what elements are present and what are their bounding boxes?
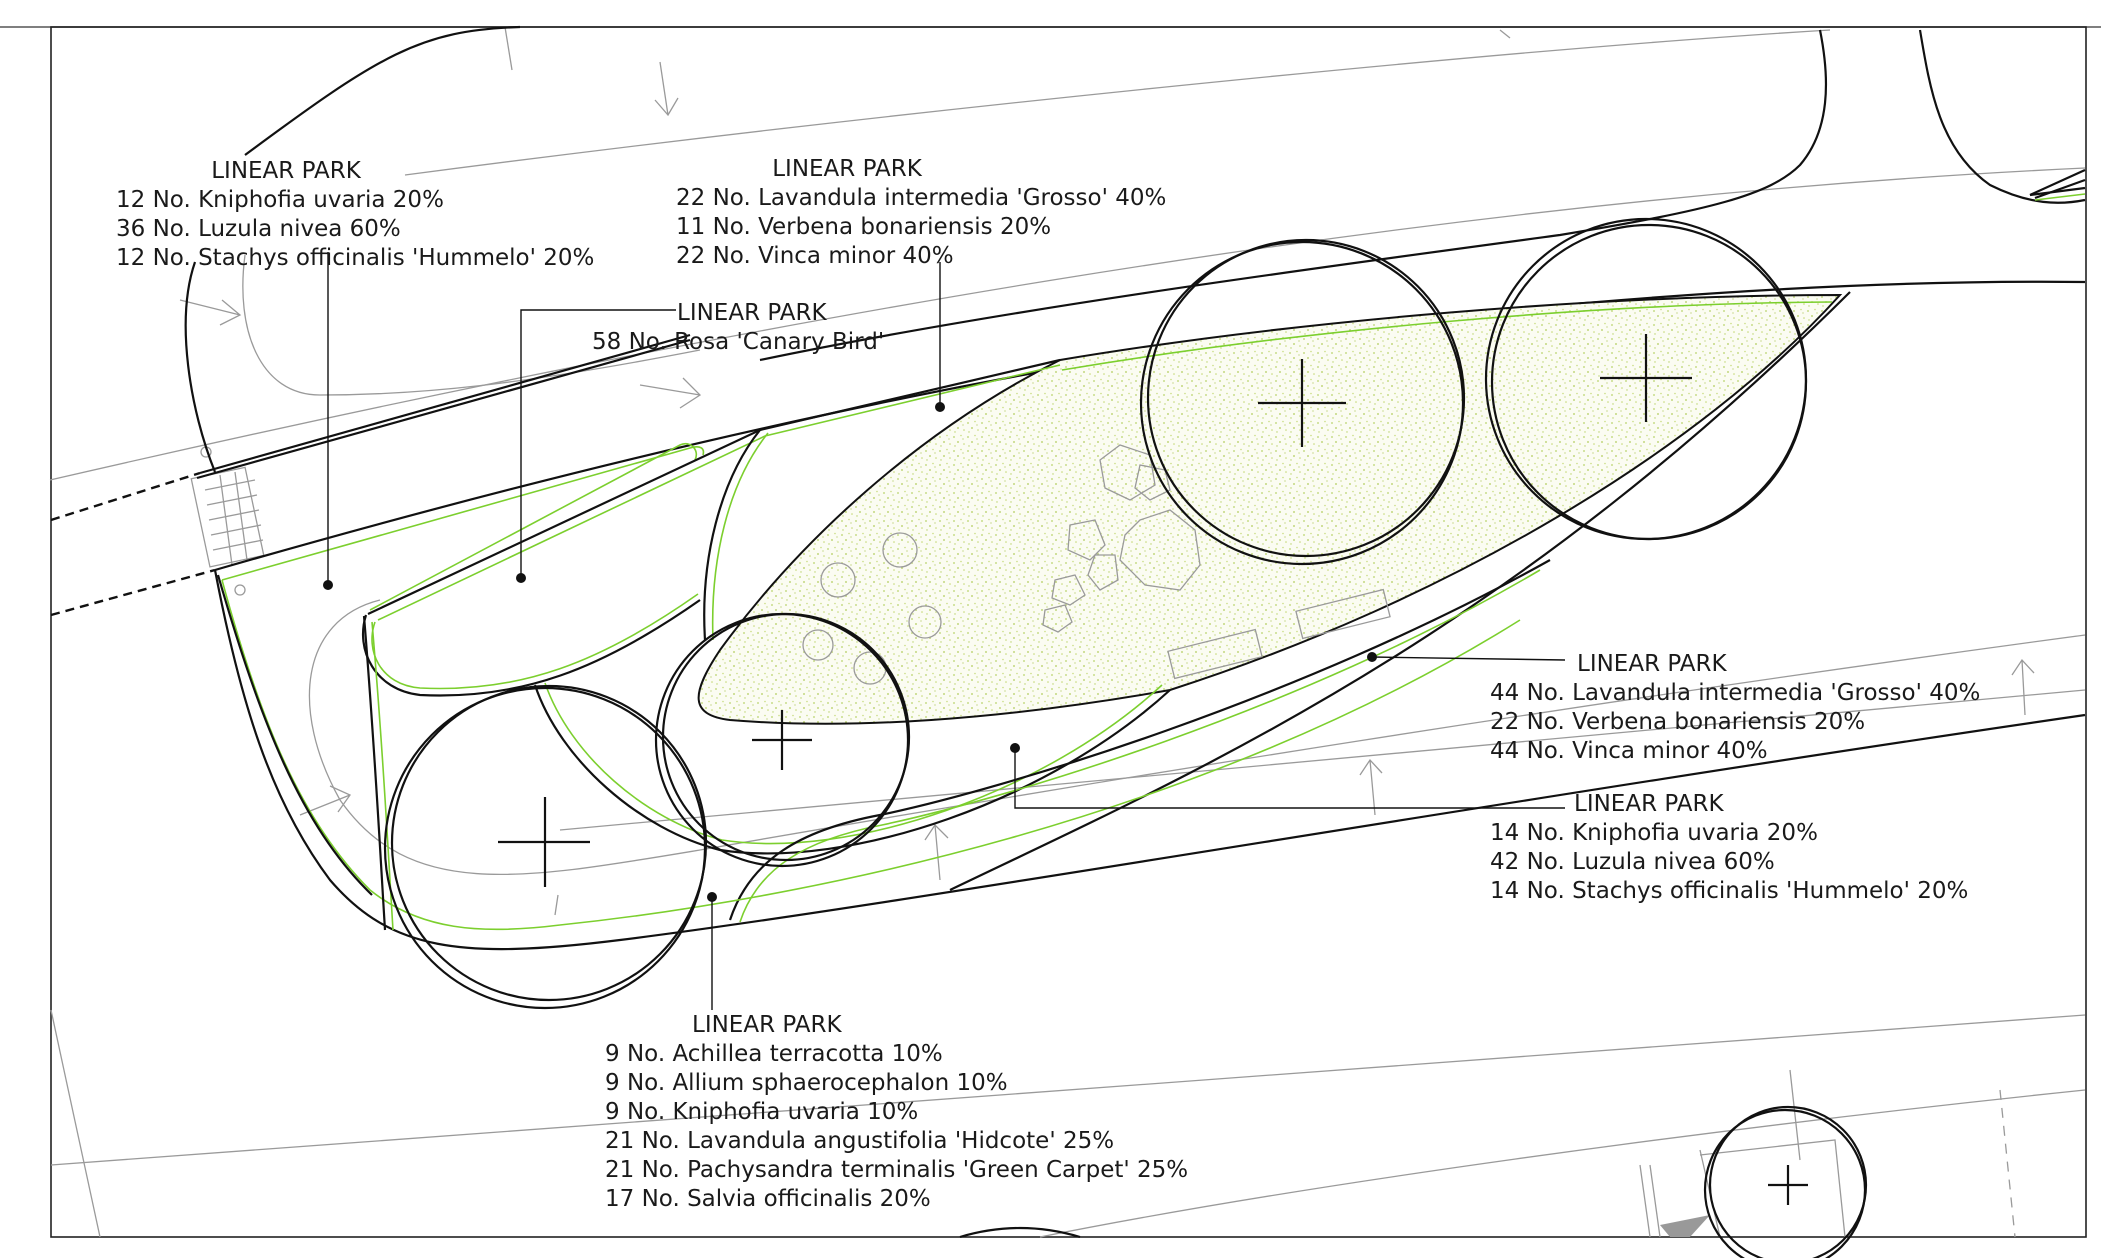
leader-dot-5 (1010, 743, 1020, 753)
label-line: 9 No. Kniphofia uvaria 10% (605, 1099, 918, 1125)
label-title: LINEAR PARK (1577, 651, 1727, 677)
label-line: 17 No. Salvia officinalis 20% (605, 1186, 931, 1212)
tree-4 (654, 612, 911, 868)
plant-label-4: LINEAR PARK 44 No. Lavandula intermedia '… (1490, 651, 1980, 764)
label-title: LINEAR PARK (211, 158, 361, 184)
label-line: 14 No. Stachys officinalis 'Hummelo' 20% (1490, 878, 1968, 904)
tree-5 (1703, 1105, 1868, 1258)
plant-label-6: LINEAR PARK 9 No. Achillea terracotta 10%… (605, 1012, 1188, 1212)
label-title: LINEAR PARK (1574, 791, 1724, 817)
tree-1 (1139, 238, 1466, 566)
leaders (323, 252, 1566, 1010)
label-line: 22 No. Verbena bonariensis 20% (1490, 709, 1865, 735)
label-line: 22 No. Lavandula intermedia 'Grosso' 40% (676, 185, 1166, 211)
leader-dot-3 (516, 573, 526, 583)
plant-label-2: LINEAR PARK 22 No. Lavandula intermedia '… (676, 156, 1166, 269)
label-line: 12 No. Kniphofia uvaria 20% (116, 187, 444, 213)
label-title: LINEAR PARK (692, 1012, 842, 1038)
label-title: LINEAR PARK (772, 156, 922, 182)
leader-dot-4 (1367, 652, 1377, 662)
label-line: 14 No. Kniphofia uvaria 20% (1490, 820, 1818, 846)
label-title: LINEAR PARK (677, 300, 827, 326)
label-line: 12 No. Stachys officinalis 'Hummelo' 20% (116, 245, 594, 271)
plant-label-5: LINEAR PARK 14 No. Kniphofia uvaria 20% 42… (1490, 791, 1968, 904)
label-line: 44 No. Lavandula intermedia 'Grosso' 40% (1490, 680, 1980, 706)
benches (1167, 588, 1391, 680)
label-line: 9 No. Achillea terracotta 10% (605, 1041, 943, 1067)
label-line: 58 No. Rosa 'Canary Bird' (592, 329, 884, 355)
plant-schedule-labels: LINEAR PARK 12 No. Kniphofia uvaria 20% 36… (116, 156, 1980, 1212)
label-line: 36 No. Luzula nivea 60% (116, 216, 401, 242)
dashed-boundary (50, 471, 216, 617)
tree-3 (383, 684, 708, 1010)
label-line: 21 No. Lavandula angustifolia 'Hidcote' … (605, 1128, 1114, 1154)
plant-label-3: LINEAR PARK 58 No. Rosa 'Canary Bird' (592, 300, 884, 355)
planting-bed-stipple (697, 293, 1843, 725)
bed-edges (216, 186, 2086, 931)
tree-2 (1484, 217, 1808, 541)
trees (383, 217, 1868, 1258)
label-line: 21 No. Pachysandra terminalis 'Green Car… (605, 1157, 1188, 1183)
leader-dot-2 (935, 402, 945, 412)
leader-dot-1 (323, 580, 333, 590)
drawing-frame (0, 26, 2101, 1238)
label-line: 44 No. Vinca minor 40% (1490, 738, 1768, 764)
label-line: 42 No. Luzula nivea 60% (1490, 849, 1775, 875)
label-line: 9 No. Allium sphaerocephalon 10% (605, 1070, 1008, 1096)
label-line: 22 No. Vinca minor 40% (676, 243, 954, 269)
plant-label-1: LINEAR PARK 12 No. Kniphofia uvaria 20% 36… (116, 158, 594, 271)
leader-dot-6 (707, 892, 717, 902)
label-line: 11 No. Verbena bonariensis 20% (676, 214, 1051, 240)
